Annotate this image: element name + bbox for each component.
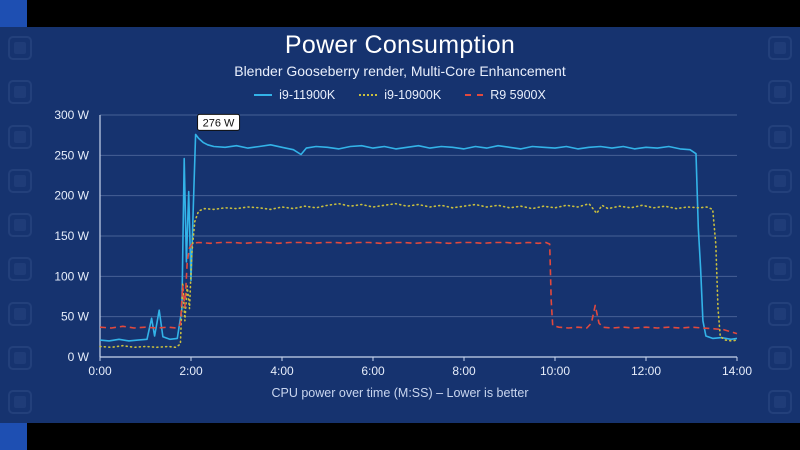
- legend-item-i9-10900K: i9-10900K: [359, 88, 441, 102]
- watermark-icon: [8, 345, 32, 370]
- x-tick-label: 4:00: [270, 364, 294, 378]
- watermark-icon: [8, 36, 32, 60]
- watermark-icon: [8, 301, 32, 326]
- corner-accent-bottom-left: [0, 423, 27, 450]
- letterbox-top: [0, 0, 800, 27]
- corner-accent-top-left: [0, 0, 27, 27]
- watermark-icon: [768, 390, 792, 414]
- watermark-icon: [768, 345, 792, 370]
- x-tick-label: 0:00: [88, 364, 112, 378]
- watermark-icon: [8, 257, 32, 282]
- y-tick-label: 250 W: [54, 148, 89, 162]
- y-tick-label: 300 W: [54, 108, 89, 122]
- peak-annotation-label: 276 W: [203, 117, 235, 129]
- chart-subtitle: Blender Gooseberry render, Multi-Core En…: [234, 63, 566, 79]
- watermark-column-right: [768, 36, 792, 414]
- y-tick-label: 100 W: [54, 269, 89, 283]
- legend-swatch-dotted: [359, 94, 378, 96]
- watermark-icon: [768, 80, 792, 105]
- watermark-icon: [768, 301, 792, 326]
- y-tick-label: 50 W: [61, 310, 90, 324]
- legend-label: i9-10900K: [384, 88, 442, 102]
- letterbox-bottom: [0, 423, 800, 450]
- watermark-icon: [8, 168, 32, 193]
- legend-item-R9 5900X: R9 5900X: [465, 88, 546, 102]
- watermark-icon: [768, 257, 792, 282]
- x-tick-label: 12:00: [631, 364, 661, 378]
- peak-annotation-box: [197, 113, 241, 131]
- watermark-icon: [8, 213, 32, 237]
- legend-item-i9-11900K: i9-11900K: [254, 88, 335, 102]
- watermark-column-left: [8, 36, 32, 414]
- legend-label: i9-11900K: [279, 88, 336, 102]
- series-line-i9-10900K: [99, 202, 738, 349]
- x-tick-label: 10:00: [540, 364, 570, 378]
- x-axis-title: CPU power over time (M:SS) – Lower is be…: [271, 386, 529, 400]
- watermark-icon: [768, 213, 792, 237]
- series-line-i9-11900K: [99, 133, 738, 342]
- x-tick-label: 8:00: [452, 364, 476, 378]
- watermark-icon: [8, 390, 32, 414]
- chart-legend: i9-11900K i9-10900K R9 5900X: [0, 88, 800, 102]
- legend-swatch-dashed: [465, 94, 484, 96]
- x-tick-label: 2:00: [179, 364, 203, 378]
- watermark-icon: [768, 36, 792, 60]
- watermark-icon: [8, 124, 32, 149]
- series-line-R9 5900X: [99, 241, 738, 335]
- chart-title: Power Consumption: [284, 31, 516, 59]
- watermark-icon: [768, 124, 792, 149]
- y-tick-label: 200 W: [54, 189, 89, 203]
- x-tick-label: 14:00: [722, 364, 752, 378]
- watermark-icon: [768, 168, 792, 193]
- y-tick-label: 0 W: [68, 350, 90, 364]
- y-tick-label: 150 W: [54, 229, 89, 243]
- x-tick-label: 6:00: [361, 364, 385, 378]
- legend-swatch-solid: [254, 94, 273, 96]
- legend-label: R9 5900X: [490, 88, 546, 102]
- watermark-icon: [8, 80, 32, 105]
